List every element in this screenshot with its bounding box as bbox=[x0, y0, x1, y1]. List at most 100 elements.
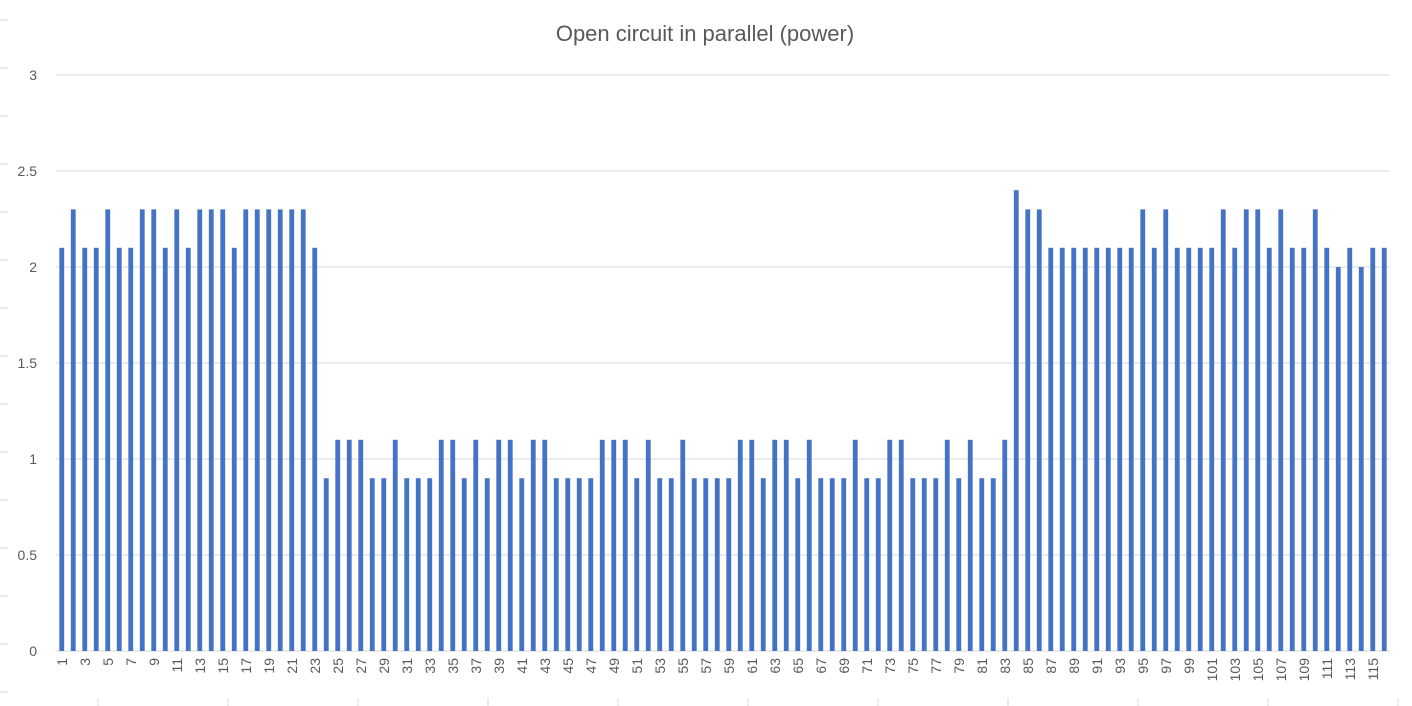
bar-43 bbox=[542, 439, 548, 651]
x-tick-label: 107 bbox=[1273, 658, 1289, 682]
bar-60 bbox=[737, 439, 743, 651]
bar-26 bbox=[346, 439, 352, 651]
bar-85 bbox=[1025, 209, 1031, 651]
bar-13 bbox=[197, 209, 203, 651]
y-tick-label: 1.5 bbox=[18, 355, 38, 371]
bar-66 bbox=[806, 439, 812, 651]
x-tick-label: 53 bbox=[652, 658, 668, 674]
bar-83 bbox=[1002, 439, 1008, 651]
bar-63 bbox=[772, 439, 778, 651]
bar-80 bbox=[967, 439, 973, 651]
bar-113 bbox=[1347, 247, 1353, 652]
bar-42 bbox=[530, 439, 536, 651]
bar-98 bbox=[1174, 247, 1180, 652]
bar-73 bbox=[887, 439, 893, 651]
x-tick-label: 81 bbox=[974, 658, 990, 674]
bar-111 bbox=[1324, 247, 1330, 652]
x-tick-label: 21 bbox=[284, 658, 300, 674]
bar-67 bbox=[818, 478, 824, 651]
bar-41 bbox=[519, 478, 525, 651]
bar-15 bbox=[220, 209, 226, 651]
x-tick-label: 85 bbox=[1020, 658, 1036, 674]
x-tick-label: 71 bbox=[859, 658, 875, 674]
bar-48 bbox=[599, 439, 605, 651]
x-tick-label: 105 bbox=[1250, 658, 1266, 682]
bar-76 bbox=[921, 478, 927, 651]
bar-12 bbox=[185, 247, 191, 652]
bar-69 bbox=[841, 478, 847, 651]
bar-46 bbox=[576, 478, 582, 651]
x-tick-label: 49 bbox=[606, 658, 622, 674]
x-tick-label: 57 bbox=[698, 658, 714, 674]
x-tick-label: 113 bbox=[1342, 658, 1358, 681]
bar-37 bbox=[473, 439, 479, 651]
bar-4 bbox=[93, 247, 99, 652]
bar-16 bbox=[231, 247, 237, 652]
x-tick-label: 19 bbox=[261, 658, 277, 674]
bar-109 bbox=[1301, 247, 1307, 652]
x-tick-label: 47 bbox=[583, 658, 599, 674]
bar-47 bbox=[588, 478, 594, 651]
bar-39 bbox=[496, 439, 502, 651]
bar-71 bbox=[864, 478, 870, 651]
x-tick-label: 63 bbox=[767, 658, 783, 674]
bar-88 bbox=[1059, 247, 1065, 652]
bar-78 bbox=[944, 439, 950, 651]
bar-33 bbox=[427, 478, 433, 651]
y-tick-label: 0.5 bbox=[18, 547, 38, 563]
y-tick-label: 2 bbox=[29, 259, 37, 275]
x-tick-label: 15 bbox=[215, 658, 231, 674]
bar-35 bbox=[450, 439, 456, 651]
x-tick-label: 43 bbox=[537, 658, 553, 674]
bar-series bbox=[59, 190, 1387, 652]
bar-10 bbox=[162, 247, 168, 652]
bar-100 bbox=[1197, 247, 1203, 652]
bar-92 bbox=[1105, 247, 1111, 652]
x-tick-label: 95 bbox=[1135, 658, 1151, 674]
bar-30 bbox=[392, 439, 398, 651]
bar-53 bbox=[657, 478, 663, 651]
bar-36 bbox=[461, 478, 467, 651]
x-tick-label: 5 bbox=[100, 658, 116, 666]
x-tick-label: 35 bbox=[445, 658, 461, 674]
bar-99 bbox=[1186, 247, 1192, 652]
bar-82 bbox=[990, 478, 996, 651]
bar-21 bbox=[289, 209, 295, 651]
y-tick-label: 1 bbox=[29, 451, 37, 467]
bar-54 bbox=[668, 478, 674, 651]
x-tick-label: 37 bbox=[468, 658, 484, 674]
bar-84 bbox=[1013, 190, 1019, 651]
y-axis-tick-labels: 0 0.5 1 1.5 2 2.5 3 bbox=[18, 67, 38, 659]
x-tick-label: 39 bbox=[491, 658, 507, 674]
bar-56 bbox=[691, 478, 697, 651]
x-tick-label: 3 bbox=[77, 658, 93, 666]
bar-90 bbox=[1082, 247, 1088, 652]
x-tick-label: 65 bbox=[790, 658, 806, 674]
bar-86 bbox=[1036, 209, 1042, 651]
bar-110 bbox=[1312, 209, 1318, 651]
bar-81 bbox=[979, 478, 985, 651]
x-tick-label: 7 bbox=[123, 658, 139, 666]
bar-2 bbox=[70, 209, 76, 651]
bar-105 bbox=[1255, 209, 1261, 651]
y-tick-label: 2.5 bbox=[18, 163, 38, 179]
x-tick-label: 55 bbox=[675, 658, 691, 674]
bar-40 bbox=[507, 439, 513, 651]
bar-93 bbox=[1117, 247, 1123, 652]
x-tick-label: 111 bbox=[1319, 658, 1335, 679]
bar-17 bbox=[243, 209, 249, 651]
bar-74 bbox=[898, 439, 904, 651]
bar-28 bbox=[369, 478, 375, 651]
x-tick-label: 17 bbox=[238, 658, 254, 674]
x-tick-label: 89 bbox=[1066, 658, 1082, 674]
bar-104 bbox=[1243, 209, 1249, 651]
x-tick-label: 13 bbox=[192, 658, 208, 674]
x-tick-label: 31 bbox=[399, 658, 415, 674]
x-tick-label: 83 bbox=[997, 658, 1013, 674]
x-tick-label: 75 bbox=[905, 658, 921, 674]
bar-58 bbox=[714, 478, 720, 651]
bar-9 bbox=[151, 209, 157, 651]
bar-19 bbox=[266, 209, 272, 651]
